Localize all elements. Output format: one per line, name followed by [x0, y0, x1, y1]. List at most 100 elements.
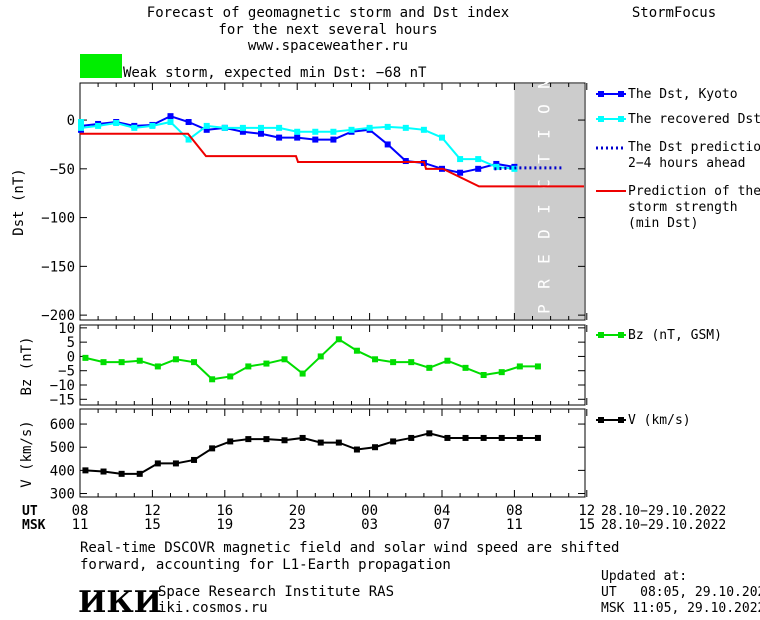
updated-ut: UT 08:05, 29.10.2022 [601, 585, 760, 600]
prediction-letter: E [534, 254, 553, 264]
data-point [408, 359, 415, 366]
data-point [100, 468, 107, 475]
updated-label: Updated at: [601, 569, 687, 584]
legend-kyoto-marker [598, 91, 604, 97]
y-tick-label: −100 [41, 211, 75, 227]
msk-tick-label: 23 [289, 517, 306, 533]
y-tick-label: 300 [50, 487, 75, 503]
legend-recovered-marker-2 [618, 116, 624, 122]
legend: The Dst, Kyoto The recovered Dst The Dst… [596, 87, 760, 428]
data-point [312, 136, 319, 143]
data-point [462, 364, 469, 371]
data-point [493, 163, 500, 170]
msk-tick-label: 19 [216, 517, 233, 533]
data-point [426, 364, 433, 371]
data-point [498, 434, 505, 441]
msk-tick-label: 15 [578, 517, 595, 533]
dst-axis-label: Dst (nT) [11, 168, 27, 235]
data-point [78, 124, 84, 131]
data-point [191, 359, 198, 366]
y-tick-label: 0 [67, 113, 75, 129]
legend-bz-label: Bz (nT, GSM) [628, 328, 722, 343]
y-tick-label: 600 [50, 417, 75, 433]
legend-v-marker [598, 417, 604, 423]
data-point [276, 124, 283, 131]
data-point [444, 434, 451, 441]
data-point [408, 434, 415, 441]
prediction-letter: D [534, 229, 553, 239]
data-point [100, 359, 107, 366]
data-point [420, 126, 427, 133]
data-point [245, 363, 252, 370]
data-point [353, 446, 360, 453]
data-point [167, 113, 174, 120]
data-point [457, 169, 464, 176]
data-point [299, 370, 306, 377]
msk-tick-label: 07 [434, 517, 451, 533]
prediction-letter: O [534, 104, 553, 114]
data-point [154, 460, 161, 467]
ut-axis-label: UT [22, 504, 38, 519]
data-point [118, 470, 125, 477]
data-point [263, 436, 270, 443]
brand-name: StormFocus [632, 5, 716, 21]
data-point [312, 128, 319, 135]
ut-tick-label: 08 [506, 503, 523, 519]
data-point [534, 363, 541, 370]
legend-prediction-label: The Dst prediction 2−4 hours ahead [628, 140, 760, 171]
data-point [276, 134, 283, 141]
data-point [227, 373, 234, 380]
updated-msk: MSK 11:05, 29.10.2022 [601, 601, 760, 616]
y-tick-label: −5 [58, 364, 75, 380]
data-point [475, 165, 482, 172]
ut-date-range: 28.10−29.10.2022 [601, 504, 726, 519]
ut-tick-label: 12 [144, 503, 161, 519]
prediction-letter: I [534, 204, 553, 214]
bz-axis-label: Bz (nT) [19, 336, 35, 395]
data-point [191, 456, 198, 463]
msk-axis-label: MSK [22, 518, 46, 533]
prediction-letter: C [534, 179, 553, 189]
dst-panel-frame [79, 82, 586, 321]
data-point [511, 165, 518, 172]
data-point [118, 359, 125, 366]
data-point [299, 434, 306, 441]
data-point [330, 136, 337, 143]
data-point [384, 123, 391, 130]
propagation-note-line-1: Real-time DSCOVR magnetic field and sola… [80, 540, 619, 556]
data-point [131, 124, 138, 131]
legend-strength-label: Prediction of the storm strength (min Dst) [628, 184, 760, 231]
prediction-letter: N [534, 79, 553, 89]
data-point [294, 128, 301, 135]
data-point [113, 119, 120, 126]
v-axis-label: V (km/s) [19, 420, 35, 487]
title-url: www.spaceweather.ru [248, 38, 408, 54]
data-point [221, 124, 228, 131]
data-point [172, 460, 179, 467]
legend-v-label: V (km/s) [628, 413, 691, 428]
data-point [335, 336, 342, 343]
data-point [167, 119, 174, 126]
y-tick-label: −10 [50, 378, 75, 394]
title-line-1: Forecast of geomagnetic storm and Dst in… [147, 5, 509, 21]
prediction-letter: T [534, 154, 553, 164]
data-point [203, 122, 210, 129]
series-line [80, 115, 515, 174]
data-point [227, 438, 234, 445]
ut-tick-label: 00 [361, 503, 378, 519]
series-dst-prediction [494, 166, 564, 171]
data-point [534, 434, 541, 441]
series-storm-strength [80, 132, 584, 188]
institute-website: iki.cosmos.ru [158, 600, 268, 616]
legend-recovered-marker [598, 116, 604, 122]
data-point [475, 156, 482, 163]
bz-panel-frame [79, 324, 586, 406]
data-point [239, 128, 246, 135]
legend-bz-marker [598, 332, 604, 338]
data-point [480, 434, 487, 441]
msk-tick-label: 15 [144, 517, 161, 533]
propagation-note-line-2: forward, accounting for L1-Earth propaga… [80, 557, 451, 573]
data-point [480, 372, 487, 378]
institute-name: Space Research Institute RAS [158, 584, 394, 600]
